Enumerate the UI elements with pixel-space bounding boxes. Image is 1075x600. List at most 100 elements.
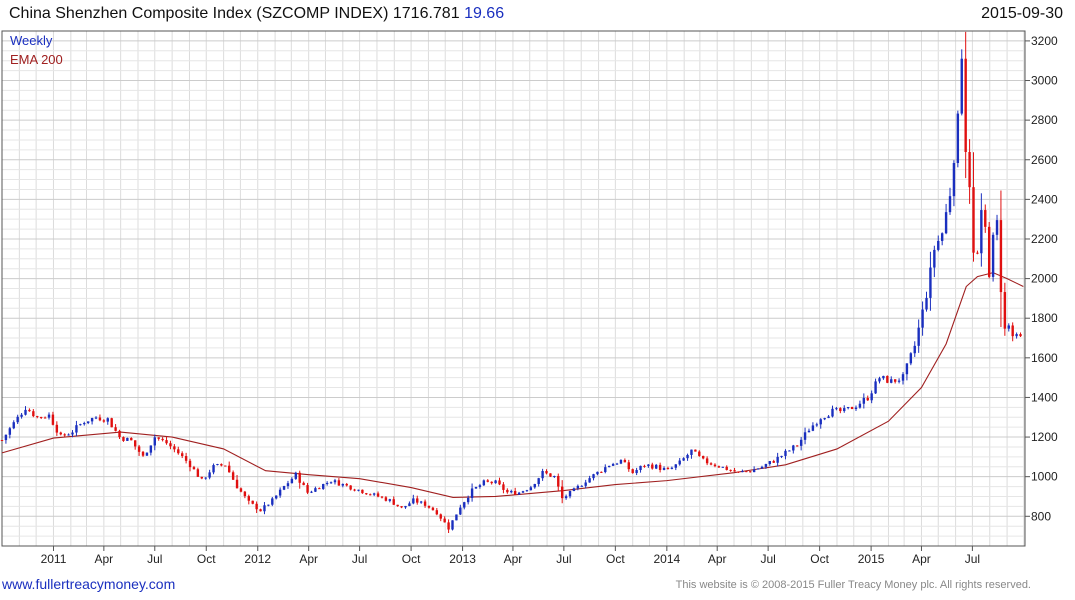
weekly-bar-body [235, 479, 239, 489]
weekly-bar-body [890, 379, 893, 383]
weekly-bar-body [130, 437, 133, 441]
weekly-bar-body [517, 492, 521, 495]
weekly-bar-body [752, 469, 756, 473]
x-tick-label: 2014 [653, 552, 680, 566]
weekly-bar-body [8, 428, 12, 435]
weekly-bar-body [882, 375, 885, 379]
weekly-bar-body [67, 434, 70, 436]
weekly-bar-body [560, 486, 564, 499]
weekly-bar-body [416, 498, 419, 503]
chart-title-text: China Shenzhen Composite Index (SZCOMP I… [9, 5, 460, 22]
weekly-bar-body [893, 379, 897, 382]
weekly-bar-body [913, 345, 916, 354]
weekly-bar-body [247, 496, 250, 501]
y-tick-label: 3200 [1031, 34, 1058, 48]
weekly-bar-body [59, 432, 62, 435]
weekly-bar-body [807, 430, 811, 433]
weekly-bar-body [909, 353, 913, 364]
weekly-bar-body [463, 502, 466, 508]
weekly-bar-body [102, 420, 106, 422]
weekly-bar-body [702, 455, 705, 459]
weekly-bar-body [666, 468, 670, 470]
weekly-bar-body [278, 489, 282, 496]
weekly-bar-body [772, 461, 775, 463]
footer-site-link[interactable]: www.fullertreacymoney.com [2, 576, 176, 592]
weekly-bar-body [314, 488, 317, 492]
weekly-bar-body [917, 327, 920, 346]
weekly-bar-body [239, 488, 243, 492]
weekly-bar-body [365, 493, 368, 495]
weekly-bar-body [815, 424, 819, 426]
weekly-bar-body [596, 471, 599, 475]
weekly-bar-body [263, 505, 266, 512]
weekly-bar-body [114, 427, 117, 431]
price-change: 19.66 [464, 5, 505, 22]
weekly-bar-body [188, 460, 192, 468]
weekly-bar-body [768, 461, 772, 465]
weekly-bar-body [533, 484, 536, 488]
weekly-bar-body [494, 480, 497, 484]
weekly-bar-body [858, 403, 862, 408]
chart-date: 2015-09-30 [981, 5, 1063, 22]
weekly-bar-body [827, 416, 830, 419]
weekly-bar-body [396, 504, 399, 507]
weekly-bar-body [286, 483, 290, 487]
weekly-bar-body [803, 432, 807, 440]
y-tick-label: 3000 [1031, 74, 1058, 88]
weekly-bar-body [192, 467, 196, 470]
weekly-bar-body [976, 252, 979, 254]
weekly-bar-body [792, 445, 795, 451]
weekly-bar-body [600, 471, 603, 473]
weekly-bar-body [231, 472, 235, 480]
y-tick-label: 2800 [1031, 113, 1058, 127]
weekly-bar-body [0, 440, 4, 442]
weekly-bar-body [431, 507, 435, 511]
weekly-bar-body [4, 434, 8, 441]
weekly-bar-body [482, 480, 486, 486]
x-tick-label: 2011 [41, 552, 67, 566]
weekly-bar-body [619, 459, 623, 464]
weekly-bar-body [733, 470, 736, 472]
weekly-bar-body [466, 497, 470, 503]
x-tick-label: 2013 [449, 552, 476, 566]
x-tick-label: Apr [912, 552, 931, 566]
weekly-bar-body [1007, 325, 1010, 329]
weekly-bar-body [991, 234, 995, 277]
x-tick-label: Oct [606, 552, 625, 566]
y-tick-label: 2200 [1031, 232, 1058, 246]
weekly-bar-body [133, 440, 137, 447]
weekly-bar-body [537, 478, 540, 485]
y-tick-label: 2000 [1031, 272, 1058, 286]
weekly-bar-body [498, 480, 501, 485]
weekly-bar-body [564, 496, 568, 499]
weekly-bar-body [325, 482, 329, 485]
weekly-bar-body [698, 451, 701, 456]
weekly-bar-body [478, 485, 482, 487]
weekly-bar-body [576, 485, 580, 489]
weekly-bar-body [106, 418, 109, 422]
weekly-bar-body [964, 58, 967, 152]
weekly-bar-body [470, 488, 474, 498]
weekly-bar-body [1015, 334, 1018, 337]
weekly-bar-body [831, 408, 834, 417]
weekly-bar-body [678, 460, 681, 465]
weekly-bar-body [655, 464, 658, 469]
weekly-bar-body [361, 489, 364, 494]
weekly-bar-body [788, 450, 791, 452]
weekly-bar-body [635, 470, 638, 474]
weekly-bar-body [208, 472, 211, 478]
weekly-bar-body [611, 464, 615, 466]
weekly-bar-body [110, 418, 113, 428]
weekly-bar-body [94, 417, 98, 419]
weekly-bar-body [400, 506, 403, 508]
weekly-bar-body [835, 408, 838, 410]
weekly-bar-body [647, 464, 650, 466]
weekly-bar-body [459, 507, 462, 515]
weekly-bar-body [181, 453, 184, 457]
weekly-bar-body [897, 380, 901, 382]
weekly-bar-body [220, 464, 223, 466]
weekly-bar-body [447, 522, 450, 530]
weekly-bar-body [776, 456, 779, 463]
x-tick-label: Jul [556, 552, 571, 566]
weekly-bar-body [631, 469, 634, 474]
